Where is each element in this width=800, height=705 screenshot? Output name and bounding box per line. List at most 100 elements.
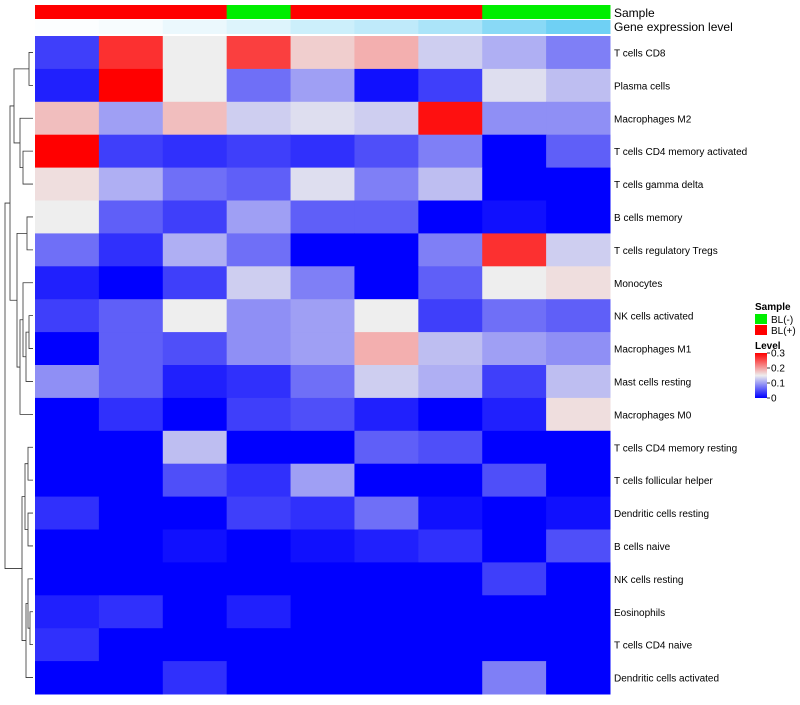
heatmap-cell [162,463,228,498]
heatmap-cell [482,661,547,695]
sample-track-cell [98,5,164,19]
heatmap-cell [482,463,547,498]
heatmap-cell [354,36,419,70]
heatmap-cell [418,134,483,169]
heatmap-cell [226,529,292,563]
heatmap-cells [35,36,611,695]
heatmap-cell [546,529,611,563]
legend-sample-label: BL(-) [771,315,793,326]
heatmap-cell [482,529,547,563]
heatmap-cell [226,134,292,169]
row-label: B cells memory [614,213,682,224]
heatmap-cell [418,101,483,136]
heatmap-cell [290,299,355,333]
dendrogram-branch [22,282,33,358]
expression-annotation-track [35,20,611,34]
heatmap-cell [98,463,164,498]
heatmap-cell [98,167,164,201]
heatmap-cell [418,167,483,201]
heatmap-cell [35,562,100,596]
sample-track-cell [354,5,419,19]
row-label: Plasma cells [614,81,670,92]
row-labels: T cells CD8 Plasma cells Macrophages M2 T c… [614,48,747,684]
heatmap-cell [546,299,611,333]
dendrogram-branch [22,150,33,185]
heatmap-cell [546,233,611,267]
heatmap-cell [482,595,547,629]
heatmap-cell [290,595,355,629]
heatmap-cell [162,661,228,695]
legend-sample-swatch [755,325,767,335]
heatmap-cell [162,397,228,432]
heatmap-cell [546,200,611,234]
heatmap-cell [418,661,483,695]
heatmap-cell [35,200,100,234]
row-label: Dendritic cells activated [614,674,719,685]
heatmap-cell [162,529,228,563]
heatmap-cell [98,430,164,465]
row-label: Eosinophils [614,608,665,619]
row-label: B cells naive [614,542,671,553]
heatmap-cell [546,167,611,201]
heatmap-cell [418,68,483,103]
heatmap-cell [162,332,228,366]
heatmap-cell [546,430,611,465]
heatmap-cell [35,332,100,366]
row-label: T cells regulatory Tregs [614,246,718,257]
row-label: NK cells resting [614,575,683,586]
heatmap-cell [418,562,483,596]
row-dendrogram [4,52,33,678]
heatmap-cell [482,562,547,596]
heatmap-cell [98,233,164,267]
heatmap-cell [162,496,228,530]
heatmap-cell [35,397,100,432]
heatmap-cell [98,68,164,103]
row-label: Macrophages M0 [614,410,692,421]
heatmap-cell [482,365,547,399]
heatmap-cell [546,332,611,366]
heatmap-cell [418,628,483,662]
heatmap-cell [162,101,228,136]
heatmap-cell [418,36,483,70]
heatmap-cell [546,134,611,169]
sample-track-cell [546,5,611,19]
heatmap-cell [226,299,292,333]
heatmap-cell [354,529,419,563]
heatmap-cell [418,233,483,267]
expression-track-label: Gene expression level [614,20,733,34]
row-label: Macrophages M1 [614,345,692,356]
row-label: Mast cells resting [614,377,691,388]
heatmap-cell [290,463,355,498]
heatmap-cell [98,299,164,333]
heatmap-cell [418,595,483,629]
dendrogram-branch [19,117,33,168]
heatmap-cell [418,463,483,498]
heatmap-cell [98,529,164,563]
dendrogram-branch [19,319,33,415]
heatmap-cell [290,134,355,169]
heatmap-cell [354,167,419,201]
heatmap-cell [226,200,292,234]
row-label: NK cells activated [614,312,693,323]
heatmap-cell [354,332,419,366]
heatmap-cell [482,134,547,169]
heatmap-cell [482,68,547,103]
dendrogram-branch [27,446,33,481]
heatmap-cell [418,266,483,300]
heatmap-cell [226,661,292,695]
sample-track-cell [35,5,100,19]
heatmap-cell [35,266,100,300]
heatmap-cell [98,134,164,169]
dendrogram-branch [13,68,29,144]
heatmap-cell [354,595,419,629]
heatmap-cell [98,101,164,136]
row-label: Macrophages M2 [614,114,692,125]
heatmap-cell [354,430,419,465]
heatmap-cell [35,233,100,267]
heatmap-cell [290,266,355,300]
dendrogram-branch [27,578,33,629]
heatmap-cell [418,365,483,399]
heatmap-cell [482,266,547,300]
